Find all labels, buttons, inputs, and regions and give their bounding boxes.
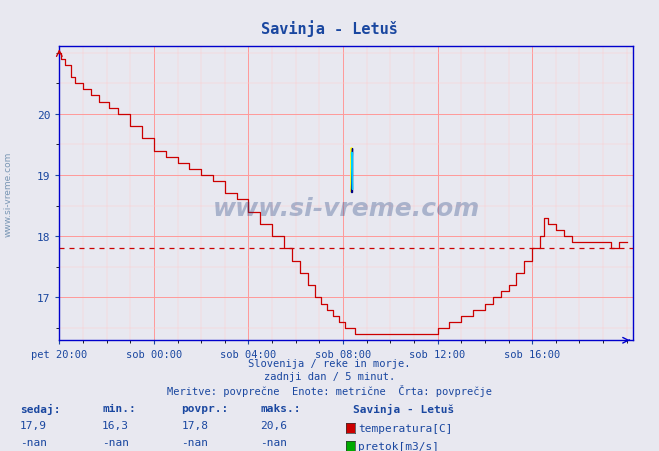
Text: min.:: min.:: [102, 403, 136, 413]
Text: 17,9: 17,9: [20, 420, 47, 430]
Text: Savinja - Letuš: Savinja - Letuš: [353, 403, 454, 414]
Text: 16,3: 16,3: [102, 420, 129, 430]
Text: sedaj:: sedaj:: [20, 403, 60, 414]
Text: Slovenija / reke in morje.: Slovenija / reke in morje.: [248, 358, 411, 368]
Text: 17,8: 17,8: [181, 420, 208, 430]
Text: 20,6: 20,6: [260, 420, 287, 430]
Text: pretok[m3/s]: pretok[m3/s]: [358, 441, 439, 451]
Text: -nan: -nan: [260, 437, 287, 447]
Text: www.si-vreme.com: www.si-vreme.com: [212, 197, 480, 221]
Text: maks.:: maks.:: [260, 403, 301, 413]
Text: -nan: -nan: [20, 437, 47, 447]
Text: -nan: -nan: [102, 437, 129, 447]
Text: temperatura[C]: temperatura[C]: [358, 423, 452, 433]
Text: Meritve: povprečne  Enote: metrične  Črta: povprečje: Meritve: povprečne Enote: metrične Črta:…: [167, 384, 492, 396]
Polygon shape: [351, 152, 352, 189]
Text: zadnji dan / 5 minut.: zadnji dan / 5 minut.: [264, 372, 395, 382]
Polygon shape: [351, 149, 353, 193]
Text: Savinja - Letuš: Savinja - Letuš: [261, 20, 398, 37]
Text: www.si-vreme.com: www.si-vreme.com: [4, 152, 13, 236]
Text: povpr.:: povpr.:: [181, 403, 229, 413]
Polygon shape: [351, 149, 353, 193]
Text: -nan: -nan: [181, 437, 208, 447]
